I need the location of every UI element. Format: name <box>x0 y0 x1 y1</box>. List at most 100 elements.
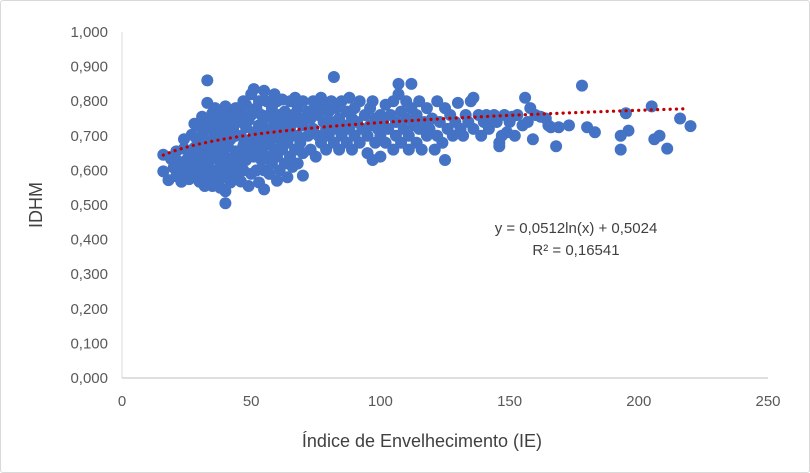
data-point <box>410 109 423 121</box>
data-point <box>374 150 387 163</box>
y-tick-label: 0,300 <box>70 266 108 283</box>
data-point <box>563 119 575 132</box>
data-point <box>661 142 674 155</box>
data-point <box>619 107 632 120</box>
data-point <box>405 77 418 90</box>
y-axis-ticks: 0,000 0,100 0,200 0,300 0,400 0,500 0,600 0,700… <box>70 24 108 387</box>
data-point <box>366 95 379 108</box>
data-point <box>508 129 521 142</box>
data-point <box>263 167 276 180</box>
data-point <box>296 95 309 108</box>
x-tick-label: 50 <box>243 393 260 410</box>
data-point <box>482 122 495 135</box>
data-point <box>413 95 426 108</box>
data-point <box>296 169 309 182</box>
y-tick-label: 0,500 <box>70 197 108 214</box>
y-tick-label: 0,600 <box>70 162 108 179</box>
data-point <box>258 84 271 97</box>
data-point <box>258 183 271 196</box>
data-point <box>552 121 565 134</box>
data-point <box>457 129 470 142</box>
data-point <box>475 129 488 142</box>
x-tick-label: 100 <box>368 393 393 410</box>
x-axis-title: Índice de Envelhecimento (IE) <box>302 431 542 451</box>
data-points <box>157 71 697 210</box>
data-point <box>361 129 374 142</box>
data-point <box>320 143 333 156</box>
y-tick-label: 0,900 <box>70 59 108 76</box>
data-point <box>281 171 294 184</box>
data-point <box>415 143 428 156</box>
data-point <box>645 100 658 113</box>
data-point <box>423 122 436 135</box>
data-point <box>490 116 503 128</box>
y-tick-label: 0,100 <box>70 335 108 352</box>
data-point <box>467 91 480 104</box>
data-point <box>576 79 588 92</box>
data-point <box>526 133 539 146</box>
trendline-equation: y = 0,0512ln(x) + 0,5024 <box>495 220 658 237</box>
data-point <box>521 116 534 128</box>
data-point <box>653 129 666 142</box>
data-point <box>439 154 451 166</box>
data-point <box>614 143 627 156</box>
x-tick-label: 150 <box>497 393 522 410</box>
y-tick-label: 1,000 <box>70 24 108 41</box>
data-point <box>157 165 170 178</box>
data-point <box>201 74 214 87</box>
data-point <box>242 180 255 192</box>
y-axis-title: IDHM <box>26 182 46 228</box>
data-point <box>271 174 283 187</box>
data-point <box>387 143 400 156</box>
data-point <box>353 95 366 108</box>
y-tick-label: 0,200 <box>70 301 108 318</box>
x-tick-label: 250 <box>755 393 780 410</box>
data-point <box>395 136 408 149</box>
data-point <box>247 83 260 96</box>
data-point <box>379 136 392 149</box>
data-point <box>420 102 433 115</box>
x-tick-label: 0 <box>118 393 126 410</box>
y-tick-label: 0,800 <box>70 93 108 110</box>
data-point <box>684 120 697 133</box>
trendline-r-squared: R² = 0,16541 <box>532 242 619 259</box>
data-point <box>240 98 252 111</box>
data-point <box>309 150 322 163</box>
data-point <box>294 136 307 149</box>
data-point <box>511 109 524 121</box>
data-point <box>674 112 687 125</box>
data-point <box>400 112 413 125</box>
data-point <box>392 88 405 101</box>
x-tick-label: 200 <box>626 393 651 410</box>
data-point <box>519 91 532 104</box>
trendline <box>161 107 687 157</box>
plot-area <box>121 32 768 379</box>
data-point <box>327 71 340 83</box>
data-point <box>219 197 232 210</box>
data-point <box>550 140 563 153</box>
data-point <box>588 126 601 139</box>
data-point <box>431 95 444 108</box>
data-point <box>428 143 441 156</box>
data-point <box>402 129 415 142</box>
data-point <box>353 136 366 149</box>
data-point <box>402 143 415 156</box>
data-point <box>346 143 358 156</box>
data-point <box>291 157 304 170</box>
y-tick-label: 0,000 <box>70 370 108 387</box>
data-point <box>389 116 402 128</box>
data-point <box>467 122 480 135</box>
data-point <box>436 136 449 149</box>
data-point <box>392 77 405 90</box>
data-point <box>343 91 356 104</box>
y-tick-label: 0,700 <box>70 128 108 145</box>
data-point <box>622 124 635 137</box>
data-point <box>219 185 232 198</box>
data-point <box>382 122 395 135</box>
y-tick-label: 0,400 <box>70 232 108 249</box>
x-axis-ticks: 0 50 100 150 200 250 <box>118 393 781 410</box>
data-point <box>333 143 346 156</box>
data-point <box>446 129 459 142</box>
